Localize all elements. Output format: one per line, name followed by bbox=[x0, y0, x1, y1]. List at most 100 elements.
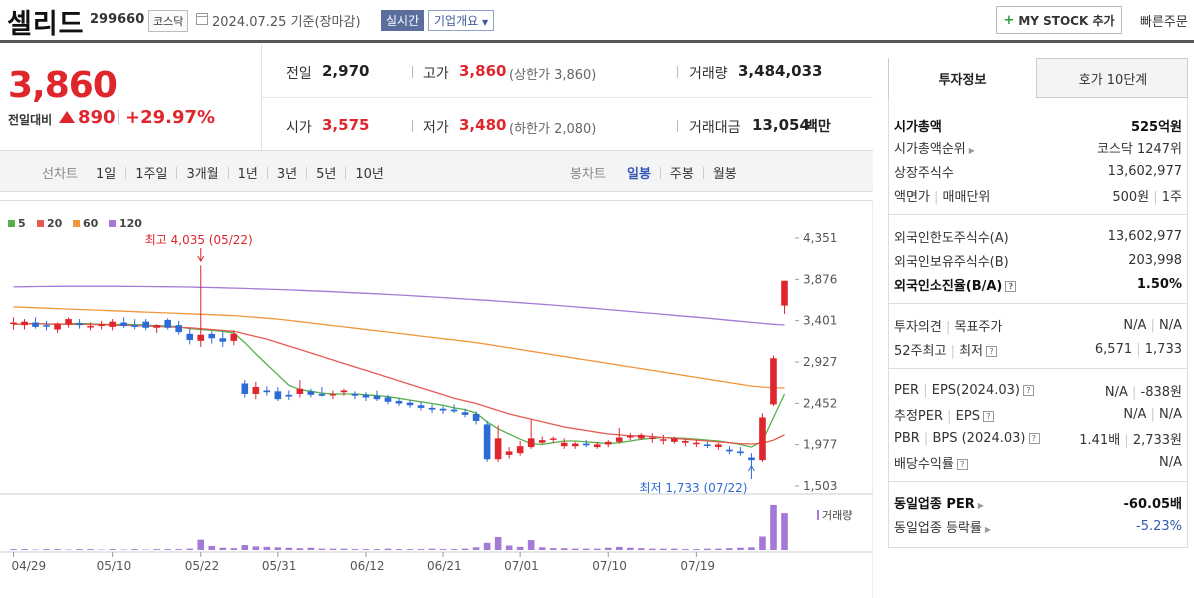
triangle-right-icon: ▶ bbox=[977, 500, 984, 510]
x-tick-label: 07/01 bbox=[504, 559, 539, 573]
triangle-right-icon: ▶ bbox=[984, 524, 992, 534]
mystock-add-button[interactable]: + MY STOCK 추가 bbox=[996, 6, 1122, 34]
price-chart: 5 20 60 120 4,351 3,876 3,401 2,927 2,452 1,977 1,… bbox=[0, 200, 873, 598]
candle-body bbox=[263, 390, 271, 393]
tab-line-2[interactable]: 3개월 bbox=[186, 167, 219, 182]
tab-invest-info[interactable]: 투자정보 bbox=[889, 58, 1037, 98]
volume-bar bbox=[516, 546, 524, 550]
quick-order-link[interactable]: 빠른주문 bbox=[1140, 15, 1188, 30]
candle-body bbox=[660, 439, 667, 441]
volume-bar bbox=[472, 547, 480, 550]
high-label: 고가 bbox=[423, 66, 449, 82]
market-cap-row: 시가총액 525억원 bbox=[894, 114, 1182, 136]
candle-body bbox=[406, 402, 414, 406]
sector-rate-label[interactable]: 동일업종 등락률 ▶ bbox=[894, 517, 991, 536]
candle-body bbox=[439, 408, 447, 411]
tab-line-1[interactable]: 1주일 bbox=[135, 167, 168, 182]
foreign-hold-label: 외국인보유주식수(B) bbox=[894, 254, 1009, 270]
candle-body bbox=[649, 437, 656, 439]
candle-body bbox=[307, 391, 315, 395]
info-icon[interactable]: ? bbox=[1028, 432, 1040, 444]
tab-order-book[interactable]: 호가 10단계 bbox=[1078, 72, 1148, 88]
shares-row: 상장주식수 13,602,977 bbox=[894, 160, 1182, 182]
tab-line-6[interactable]: 10년 bbox=[355, 167, 384, 182]
foreign-ratio-label: 외국인소진율(B/A)? bbox=[894, 275, 1017, 294]
est-per-row: 추정PER | EPS? N/A | N/A bbox=[894, 403, 1182, 425]
tab-candle-0[interactable]: 일봉 bbox=[627, 167, 651, 182]
rank-label[interactable]: 시가총액순위 ▶ bbox=[894, 138, 975, 157]
shares-value: 13,602,977 bbox=[1107, 163, 1182, 179]
amount-label: 거래대금 bbox=[689, 120, 741, 136]
info-icon[interactable]: ? bbox=[1005, 280, 1017, 292]
volume-bar bbox=[748, 547, 755, 550]
realtime-button[interactable]: 실시간 bbox=[381, 10, 425, 31]
plus-icon: + bbox=[1003, 12, 1015, 28]
tab-line-0[interactable]: 1일 bbox=[96, 167, 117, 182]
candle-body bbox=[593, 444, 601, 448]
volume-bar bbox=[759, 536, 766, 550]
info-icon[interactable]: ? bbox=[1022, 384, 1034, 396]
week52-high-label: 52주최고 bbox=[894, 343, 947, 359]
volume-bar bbox=[241, 545, 249, 550]
pbr-value: 1.41배 | 2,733원 bbox=[1079, 432, 1182, 448]
low-label: 저가 bbox=[423, 120, 449, 136]
sector-per-label[interactable]: 동일업종 PER ▶ bbox=[894, 493, 984, 512]
volume-label: 거래량 bbox=[822, 509, 852, 522]
candle-body bbox=[131, 325, 138, 327]
trade-unit-label: 매매단위 bbox=[942, 189, 991, 205]
volume-bar bbox=[186, 548, 194, 550]
tab-line-3[interactable]: 1년 bbox=[237, 167, 258, 182]
week52-label: 52주최고 | 최저? bbox=[894, 340, 998, 359]
legend-swatch-5 bbox=[8, 220, 15, 227]
tab-line-5[interactable]: 5년 bbox=[316, 167, 337, 182]
tab-line-4[interactable]: 3년 bbox=[276, 167, 298, 182]
candle-body bbox=[318, 393, 326, 396]
week52-row: 52주최고 | 최저? 6,571 | 1,733 bbox=[894, 338, 1182, 360]
volume-bar bbox=[726, 548, 733, 550]
opinion-label: 투자의견 | 목표주가 bbox=[894, 319, 1003, 335]
ma-line-5 bbox=[13, 322, 786, 448]
legend-label-120: 120 bbox=[119, 217, 142, 230]
volume-bar bbox=[615, 546, 623, 550]
volume-bar bbox=[560, 548, 568, 550]
sector-per-label-text: 동일업종 PER bbox=[894, 496, 975, 512]
volume-label: 거래량 bbox=[689, 66, 728, 82]
candle-body bbox=[704, 444, 711, 446]
candle-body bbox=[505, 451, 513, 455]
trade-unit-value: 1주 bbox=[1161, 189, 1182, 205]
candle-body bbox=[197, 334, 205, 341]
per-row: PER | EPS(2024.03)? N/A | -838원 bbox=[894, 379, 1182, 401]
sector-per-row: 동일업종 PER ▶ -60.05배 bbox=[894, 491, 1182, 513]
tab-candle-1[interactable]: 주봉 bbox=[669, 167, 694, 182]
candle-body bbox=[516, 446, 524, 454]
open-label: 시가 bbox=[286, 120, 312, 136]
candle-body bbox=[483, 424, 491, 460]
tab-candle-2[interactable]: 월봉 bbox=[712, 167, 737, 182]
candle-body bbox=[638, 434, 645, 439]
x-tick-label: 05/22 bbox=[185, 559, 220, 573]
info-icon[interactable]: ? bbox=[956, 458, 968, 470]
x-tick-label: 07/10 bbox=[592, 559, 627, 573]
candle-body bbox=[384, 397, 392, 402]
candle-body bbox=[274, 391, 282, 400]
volume-bar bbox=[505, 545, 513, 550]
date-text: 2024.07.25 기준(장마감) bbox=[212, 11, 361, 30]
panel-divider bbox=[889, 303, 1188, 304]
caret-down-icon: ▼ bbox=[482, 18, 489, 27]
candle-body bbox=[759, 417, 766, 461]
foreign-limit-value: 13,602,977 bbox=[1107, 228, 1182, 244]
info-icon[interactable]: ? bbox=[982, 410, 994, 422]
dividend-label-text: 배당수익률 bbox=[894, 456, 954, 472]
volume-bar bbox=[715, 548, 722, 550]
panel-divider bbox=[889, 481, 1188, 482]
volume-bar bbox=[43, 549, 50, 550]
prev-compare-label: 전일대비 bbox=[8, 113, 53, 127]
candle-body bbox=[65, 319, 72, 325]
candle-body bbox=[527, 438, 535, 448]
volume-bar bbox=[10, 549, 17, 550]
volume-bar bbox=[109, 549, 116, 550]
volume-bar bbox=[21, 549, 28, 550]
ma-line-20 bbox=[13, 322, 785, 445]
corp-info-button[interactable]: 기업개요 ▼ bbox=[428, 10, 495, 31]
info-icon[interactable]: ? bbox=[986, 345, 998, 357]
